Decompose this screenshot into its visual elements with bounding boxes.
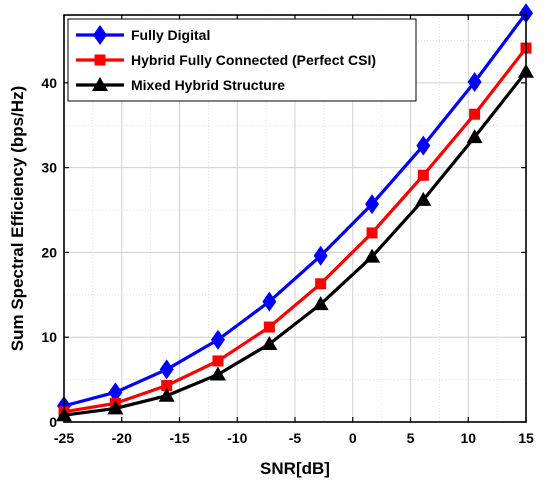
data-point: [212, 355, 224, 367]
y-tick-label: 10: [41, 329, 57, 345]
data-point: [366, 227, 378, 239]
data-point: [417, 169, 429, 181]
legend-marker: [93, 25, 107, 45]
series-3: [56, 63, 534, 422]
data-point: [416, 135, 431, 156]
data-point: [107, 400, 124, 415]
x-tick-label: 0: [349, 430, 357, 446]
x-tick-label: -15: [169, 430, 189, 446]
legend-item: Hybrid Fully Connected (Perfect CSI): [76, 52, 376, 68]
data-point: [210, 329, 225, 350]
legend-label: Mixed Hybrid Structure: [131, 77, 285, 93]
ticks: -25 -20 -15 -10 -5 0 5 10 15 0 10 20 30 40: [41, 15, 534, 446]
data-point: [262, 291, 277, 312]
series-line: [63, 12, 528, 408]
data-point: [158, 387, 175, 402]
data-point: [364, 248, 381, 263]
legend-marker: [92, 77, 108, 91]
series-line: [63, 70, 528, 417]
data-point: [313, 245, 328, 266]
y-tick-label: 0: [49, 414, 57, 430]
x-tick-label: 5: [407, 430, 415, 446]
data-point: [209, 366, 226, 381]
legend-item: Fully Digital: [76, 25, 210, 45]
y-tick-label: 40: [41, 75, 57, 91]
x-tick-label: 10: [460, 430, 476, 446]
legend-box: [67, 18, 417, 102]
data-point: [469, 108, 481, 120]
legend: Fully Digital Hybrid Fully Connected (Per…: [67, 18, 417, 102]
data-point: [159, 359, 174, 380]
x-tick-label: -5: [289, 430, 302, 446]
legend-marker: [94, 54, 106, 66]
data-point: [108, 382, 123, 403]
legend-item: Mixed Hybrid Structure: [76, 77, 285, 93]
data-point: [467, 71, 482, 92]
data-point: [365, 194, 380, 215]
series-1: [57, 3, 533, 416]
data-point: [519, 3, 533, 24]
legend-label: Hybrid Fully Connected (Perfect CSI): [131, 52, 376, 68]
data-point: [263, 321, 275, 333]
y-axis-title: Sum Spectral Efficiency (bps/Hz): [8, 86, 27, 351]
x-tick-label: -20: [112, 430, 132, 446]
x-tick-label: 15: [518, 430, 534, 446]
data-point: [315, 278, 327, 290]
data-point: [466, 129, 483, 144]
data-point: [161, 380, 173, 392]
x-tick-label: -10: [227, 430, 247, 446]
x-axis-title: SNR[dB]: [260, 459, 330, 478]
y-tick-label: 20: [41, 244, 57, 260]
data-point: [312, 296, 329, 311]
y-tick-label: 30: [41, 160, 57, 176]
series-line: [63, 47, 528, 414]
data-point: [415, 191, 432, 206]
x-tick-label: -25: [54, 430, 74, 446]
data-point: [261, 335, 278, 350]
legend-label: Fully Digital: [131, 27, 210, 43]
